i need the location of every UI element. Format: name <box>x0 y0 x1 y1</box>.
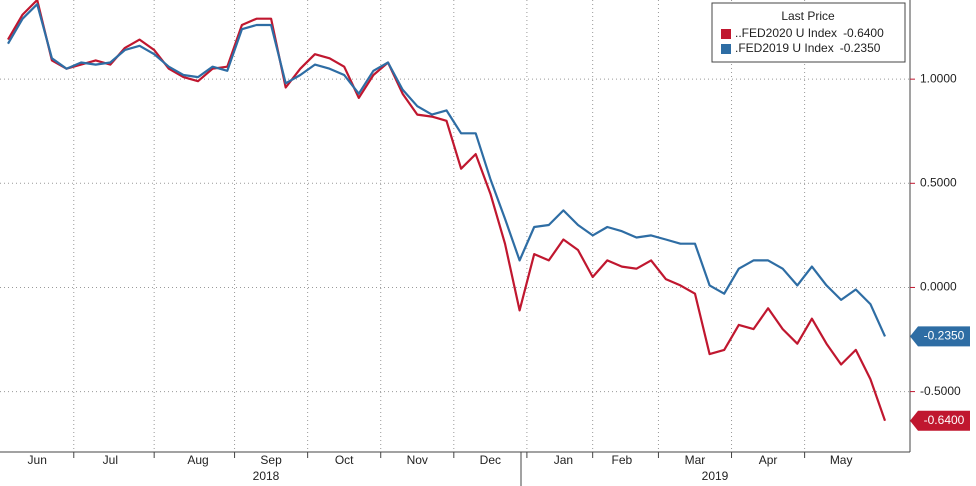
x-tick-label: Aug <box>187 453 208 467</box>
x-tick-label: Feb <box>612 453 633 467</box>
legend-swatch <box>721 44 731 54</box>
y-tick-label: 0.0000 <box>920 280 957 294</box>
series-line <box>7 0 887 422</box>
x-tick-label: May <box>830 453 853 467</box>
series-line <box>7 3 887 337</box>
y-tick-label: 1.0000 <box>920 71 957 85</box>
x-tick-label: Oct <box>335 453 354 467</box>
x-tick-label: Jun <box>28 453 47 467</box>
x-tick-label: Jul <box>103 453 118 467</box>
y-tick-label: 0.5000 <box>920 175 957 189</box>
x-tick-label: Sep <box>260 453 282 467</box>
last-value-label: -0.2350 <box>924 329 965 343</box>
legend-title: Last Price <box>781 9 835 23</box>
x-tick-label: Dec <box>480 453 501 467</box>
legend-name: ..FED2020 U Index <box>735 26 837 40</box>
legend-swatch <box>721 29 731 39</box>
x-tick-label: Nov <box>407 453 428 467</box>
y-tick-label: -0.5000 <box>920 384 961 398</box>
x-tick-label: Apr <box>759 453 778 467</box>
last-value-tag <box>910 410 970 431</box>
legend-entry: ..FED2020 U Index -0.6400 <box>735 26 884 40</box>
last-value-label: -0.6400 <box>924 413 965 427</box>
legend-name: .FED2019 U Index <box>735 41 834 55</box>
year-label: 2018 <box>253 469 280 483</box>
legend-box <box>711 2 906 63</box>
last-value-tag <box>910 326 970 347</box>
legend-value: -0.6400 <box>843 26 884 40</box>
legend-entry: .FED2019 U Index -0.2350 <box>735 41 881 55</box>
legend-value: -0.2350 <box>840 41 881 55</box>
year-label: 2019 <box>702 469 729 483</box>
x-tick-label: Jan <box>554 453 573 467</box>
x-tick-label: Mar <box>685 453 706 467</box>
